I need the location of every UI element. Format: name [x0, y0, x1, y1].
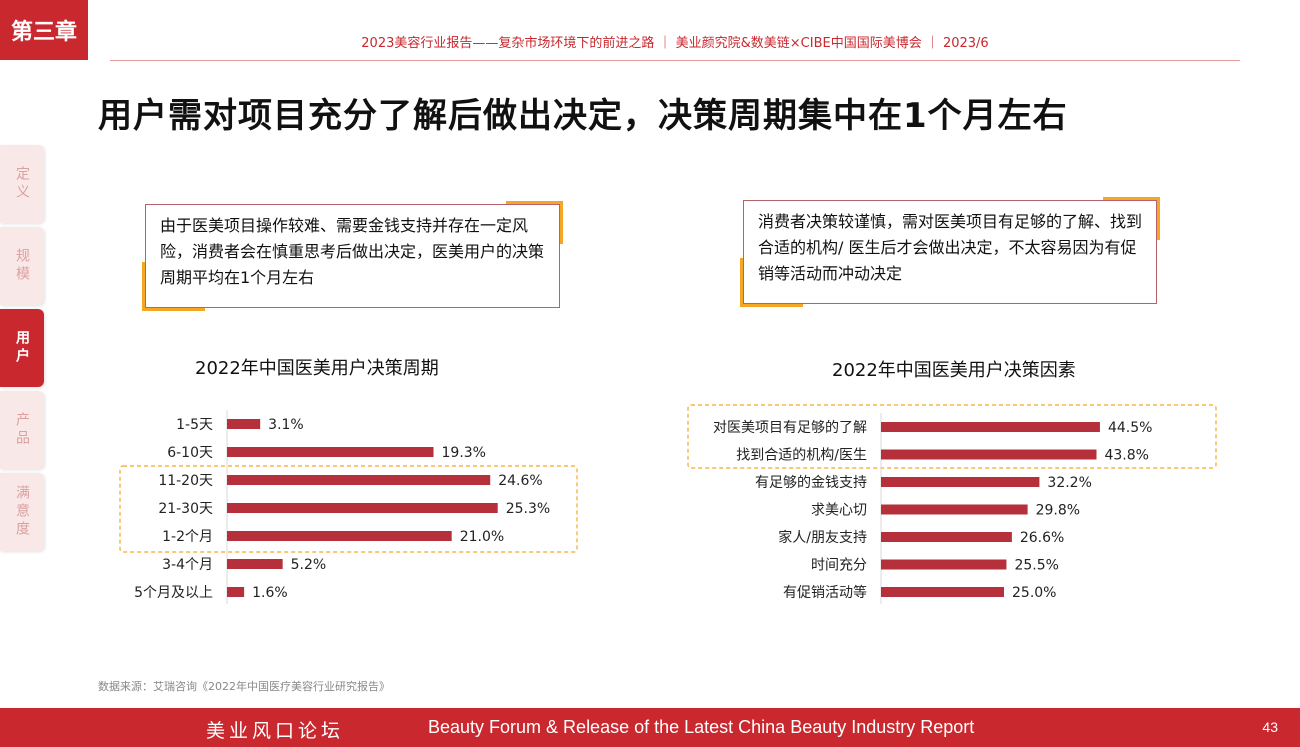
- category-label: 有促销活动等: [783, 584, 867, 601]
- side-tab-definition[interactable]: 定义: [0, 145, 44, 223]
- bar: [227, 559, 283, 569]
- category-label: 求美心切: [811, 503, 867, 519]
- category-label: 3-4个月: [162, 557, 213, 573]
- value-label: 44.5%: [1108, 420, 1152, 436]
- bar: [881, 422, 1100, 432]
- source-note: 数据来源：艾瑞咨询《2022年中国医疗美容行业研究报告》: [98, 680, 390, 693]
- bar: [881, 532, 1012, 542]
- bar: [881, 504, 1028, 515]
- category-label: 家人/朋友支持: [778, 529, 867, 546]
- category-label: 1-5天: [176, 417, 213, 433]
- value-label: 24.6%: [498, 473, 542, 489]
- highlight-box: [119, 465, 578, 553]
- callout-left: 由于医美项目操作较难、需要金钱支持并存在一定风险，消费者会在慎重思考后做出决定，…: [142, 201, 563, 311]
- side-tab-users[interactable]: 用户: [0, 309, 44, 387]
- value-label: 32.2%: [1047, 475, 1091, 491]
- side-tab-scale[interactable]: 规模: [0, 227, 44, 305]
- category-label: 找到合适的机构/医生: [736, 448, 867, 464]
- callout-corner-accent: [740, 258, 803, 307]
- footer-bar: 美业风口论坛 Beauty Forum & Release of the Lat…: [0, 708, 1300, 747]
- bar: [227, 503, 498, 513]
- category-label: 5个月及以上: [134, 585, 213, 601]
- category-label: 6-10天: [167, 445, 213, 461]
- value-label: 43.8%: [1104, 448, 1148, 464]
- callout-corner-accent: [506, 201, 563, 244]
- chapter-badge: 第三章: [0, 0, 88, 60]
- footer-forum-name: 美业风口论坛: [206, 720, 345, 742]
- footer-forum-english: Beauty Forum & Release of the Latest Chi…: [428, 717, 975, 737]
- header-divider: [110, 60, 1240, 61]
- category-label: 11-20天: [158, 473, 213, 489]
- bar: [881, 477, 1040, 487]
- value-label: 3.1%: [268, 417, 304, 433]
- value-label: 29.8%: [1036, 503, 1080, 519]
- callout-corner-accent: [1103, 197, 1160, 240]
- value-label: 25.3%: [506, 501, 550, 517]
- category-label: 1-2个月: [162, 529, 213, 545]
- bar: [881, 449, 1097, 460]
- bar: [881, 587, 1004, 597]
- chart-title-factors: 2022年中国医美用户决策因素: [832, 360, 1076, 381]
- category-label: 对医美项目有足够的了解: [713, 420, 867, 436]
- bar: [227, 447, 434, 457]
- bar: [881, 559, 1007, 570]
- side-tab-products[interactable]: 产品: [0, 391, 44, 469]
- value-label: 19.3%: [442, 445, 486, 461]
- callout-right: 消费者决策较谨慎，需对医美项目有足够的了解、找到合适的机构/ 医生后才会做出决定…: [740, 197, 1160, 307]
- bar: [227, 531, 452, 541]
- category-label: 时间充分: [811, 558, 867, 574]
- side-nav: 定义 规模 用户 产品 满意度: [0, 145, 46, 555]
- value-label: 1.6%: [252, 585, 288, 601]
- page-number: 43: [1262, 719, 1278, 735]
- page-title: 用户需对项目充分了解后做出决定，决策周期集中在1个月左右: [98, 96, 1068, 136]
- bar: [227, 475, 491, 485]
- value-label: 21.0%: [460, 529, 504, 545]
- value-label: 5.2%: [291, 557, 327, 573]
- callout-right-text: 消费者决策较谨慎，需对医美项目有足够的了解、找到合适的机构/ 医生后才会做出决定…: [758, 212, 1143, 283]
- highlight-box: [687, 404, 1217, 469]
- report-header: 2023美容行业报告——复杂市场环境下的前进之路 ｜ 美业颜究院&数美链×CIB…: [361, 36, 989, 51]
- category-label: 有足够的金钱支持: [755, 475, 867, 491]
- category-label: 21-30天: [158, 501, 213, 517]
- value-label: 26.6%: [1020, 530, 1064, 546]
- side-tab-satisfaction[interactable]: 满意度: [0, 473, 44, 551]
- chart-title-cycle: 2022年中国医美用户决策周期: [195, 358, 439, 379]
- value-label: 25.5%: [1014, 558, 1058, 574]
- bar: [227, 587, 245, 597]
- value-label: 25.0%: [1012, 585, 1056, 601]
- callout-corner-accent: [142, 262, 205, 311]
- bar: [227, 419, 261, 429]
- callout-left-text: 由于医美项目操作较难、需要金钱支持并存在一定风险，消费者会在慎重思考后做出决定，…: [160, 216, 545, 287]
